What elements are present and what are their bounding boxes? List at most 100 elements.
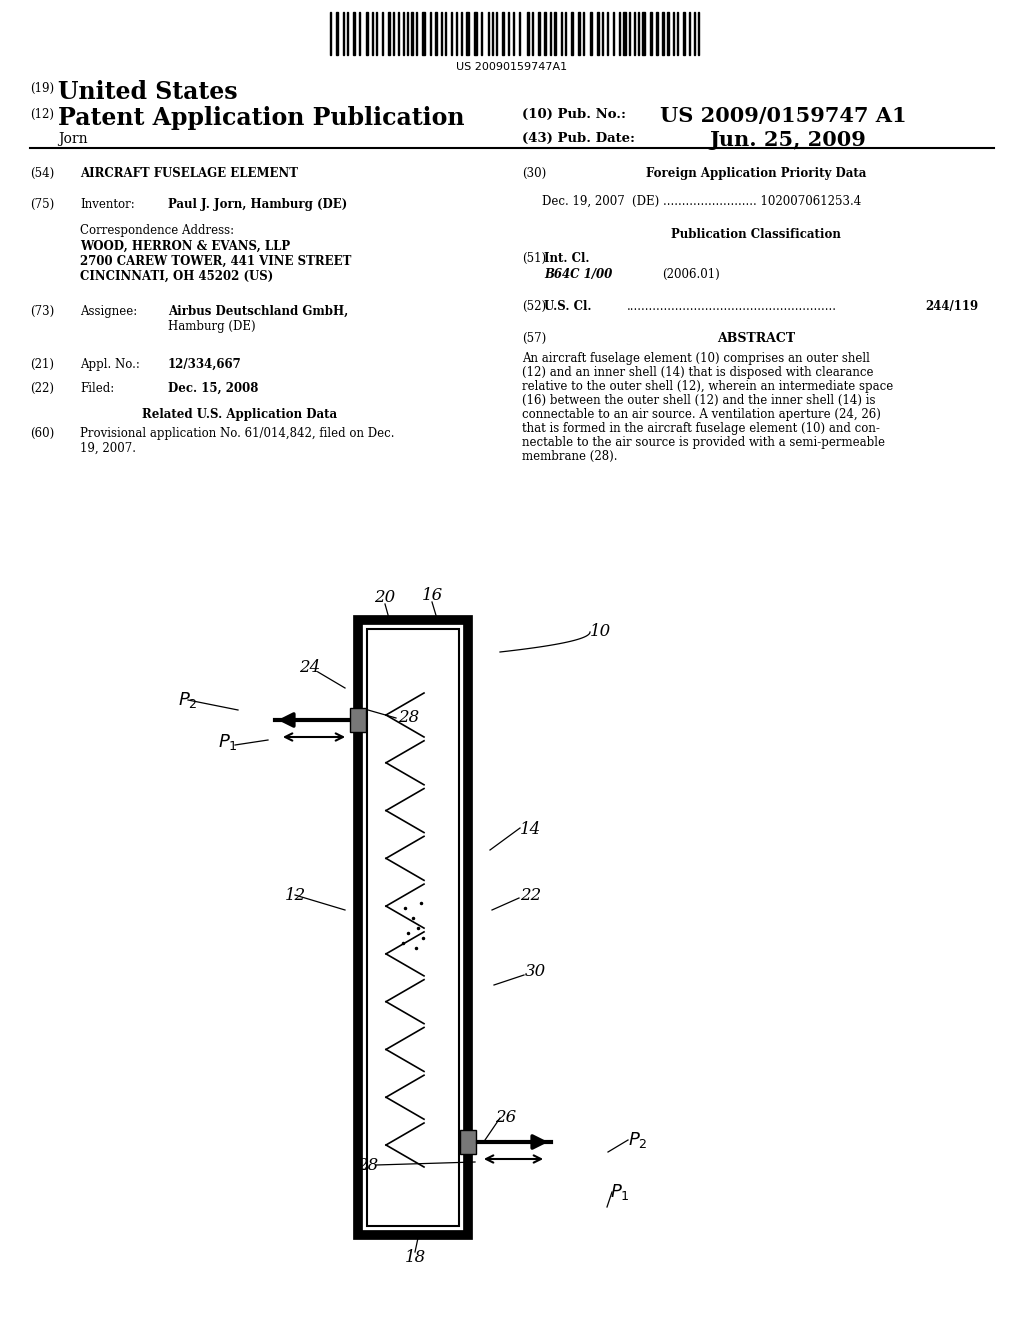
Text: 30: 30 (525, 964, 546, 981)
Text: membrane (28).: membrane (28). (522, 450, 617, 463)
Text: B64C 1/00: B64C 1/00 (544, 268, 612, 281)
Text: (DE) ......................... 102007061253.4: (DE) ......................... 102007061… (632, 195, 861, 209)
Text: AIRCRAFT FUSELAGE ELEMENT: AIRCRAFT FUSELAGE ELEMENT (80, 168, 298, 180)
Text: Jorn: Jorn (58, 132, 88, 147)
Text: (54): (54) (30, 168, 54, 180)
Text: 12/334,667: 12/334,667 (168, 358, 242, 371)
Bar (367, 630, 459, 1226)
Text: 16: 16 (421, 587, 442, 605)
Text: US 20090159747A1: US 20090159747A1 (457, 62, 567, 73)
Bar (656, 12, 658, 55)
Bar (353, 12, 355, 55)
Text: Appl. No.:: Appl. No.: (80, 358, 140, 371)
Text: (12): (12) (30, 108, 54, 121)
Bar (597, 12, 599, 55)
Text: WOOD, HERRON & EVANS, LLP: WOOD, HERRON & EVANS, LLP (80, 240, 290, 253)
Text: Provisional application No. 61/014,842, filed on Dec.: Provisional application No. 61/014,842, … (80, 426, 394, 440)
Text: 28: 28 (398, 710, 419, 726)
Text: Int. Cl.: Int. Cl. (544, 252, 590, 265)
Bar (571, 12, 573, 55)
Text: Dec. 19, 2007: Dec. 19, 2007 (542, 195, 625, 209)
Text: CINCINNATI, OH 45202 (US): CINCINNATI, OH 45202 (US) (80, 271, 273, 282)
Text: 28: 28 (357, 1156, 379, 1173)
Text: (60): (60) (30, 426, 54, 440)
Text: Inventor:: Inventor: (80, 198, 135, 211)
Text: nectable to the air source is provided with a semi-permeable: nectable to the air source is provided w… (522, 436, 885, 449)
Bar (460, 1130, 476, 1154)
Text: Foreign Application Priority Data: Foreign Application Priority Data (646, 168, 866, 180)
Text: (75): (75) (30, 198, 54, 211)
Bar (554, 12, 556, 55)
Text: U.S. Cl.: U.S. Cl. (544, 300, 592, 313)
Text: (2006.01): (2006.01) (662, 268, 720, 281)
Text: US 2009/0159747 A1: US 2009/0159747 A1 (660, 106, 906, 125)
Text: Hamburg (DE): Hamburg (DE) (168, 319, 256, 333)
Text: (43) Pub. Date:: (43) Pub. Date: (522, 132, 635, 145)
Bar (662, 12, 664, 55)
Bar (466, 12, 469, 55)
Text: (73): (73) (30, 305, 54, 318)
Bar (358, 620, 468, 1236)
Text: (52): (52) (522, 300, 546, 313)
Text: 10: 10 (590, 623, 611, 640)
Text: Jun. 25, 2009: Jun. 25, 2009 (710, 129, 867, 150)
Text: (22): (22) (30, 381, 54, 395)
Bar (544, 12, 546, 55)
Text: 20: 20 (375, 590, 395, 606)
Bar (350, 708, 366, 733)
Text: Publication Classification: Publication Classification (671, 228, 841, 242)
Bar (683, 12, 685, 55)
Bar (502, 12, 504, 55)
Text: $P_1$: $P_1$ (218, 733, 238, 752)
Bar (411, 12, 413, 55)
Text: Filed:: Filed: (80, 381, 115, 395)
Bar (527, 12, 529, 55)
Text: $P_2$: $P_2$ (178, 690, 198, 710)
Text: ........................................................: ........................................… (627, 300, 837, 313)
Bar (388, 12, 390, 55)
Text: Paul J. Jorn, Hamburg (DE): Paul J. Jorn, Hamburg (DE) (168, 198, 347, 211)
Text: connectable to an air source. A ventilation aperture (24, 26): connectable to an air source. A ventilat… (522, 408, 881, 421)
Text: Correspondence Address:: Correspondence Address: (80, 224, 234, 238)
Text: 19, 2007.: 19, 2007. (80, 442, 136, 455)
Bar (366, 12, 368, 55)
Text: 14: 14 (520, 821, 542, 838)
Bar (538, 12, 540, 55)
Text: 22: 22 (520, 887, 542, 903)
Bar (650, 12, 652, 55)
Bar (474, 12, 477, 55)
Text: $P_2$: $P_2$ (628, 1130, 647, 1150)
Text: Dec. 15, 2008: Dec. 15, 2008 (168, 381, 258, 395)
Text: $P_1$: $P_1$ (610, 1181, 630, 1203)
Bar (336, 12, 338, 55)
Text: relative to the outer shell (12), wherein an intermediate space: relative to the outer shell (12), wherei… (522, 380, 893, 393)
Text: (30): (30) (522, 168, 546, 180)
Text: Airbus Deutschland GmbH,: Airbus Deutschland GmbH, (168, 305, 348, 318)
Bar (422, 12, 425, 55)
Bar (435, 12, 437, 55)
Text: 26: 26 (495, 1110, 516, 1126)
Text: United States: United States (58, 81, 238, 104)
Text: 244/119: 244/119 (925, 300, 978, 313)
Text: (16) between the outer shell (12) and the inner shell (14) is: (16) between the outer shell (12) and th… (522, 393, 876, 407)
Text: Patent Application Publication: Patent Application Publication (58, 106, 465, 129)
Bar (642, 12, 645, 55)
Text: 12: 12 (285, 887, 305, 903)
Bar (623, 12, 626, 55)
Text: (10) Pub. No.:: (10) Pub. No.: (522, 108, 626, 121)
Text: 24: 24 (299, 660, 321, 676)
Text: that is formed in the aircraft fuselage element (10) and con-: that is formed in the aircraft fuselage … (522, 422, 880, 436)
Text: (12) and an inner shell (14) that is disposed with clearance: (12) and an inner shell (14) that is dis… (522, 366, 873, 379)
Bar (578, 12, 580, 55)
Text: An aircraft fuselage element (10) comprises an outer shell: An aircraft fuselage element (10) compri… (522, 352, 869, 366)
Text: Related U.S. Application Data: Related U.S. Application Data (142, 408, 338, 421)
Text: (19): (19) (30, 82, 54, 95)
Text: 18: 18 (404, 1250, 426, 1266)
Text: ABSTRACT: ABSTRACT (717, 333, 795, 345)
Text: (51): (51) (522, 252, 546, 265)
Bar (590, 12, 592, 55)
Text: 2700 CAREW TOWER, 441 VINE STREET: 2700 CAREW TOWER, 441 VINE STREET (80, 255, 351, 268)
Text: (57): (57) (522, 333, 546, 345)
Text: (21): (21) (30, 358, 54, 371)
Bar (667, 12, 669, 55)
